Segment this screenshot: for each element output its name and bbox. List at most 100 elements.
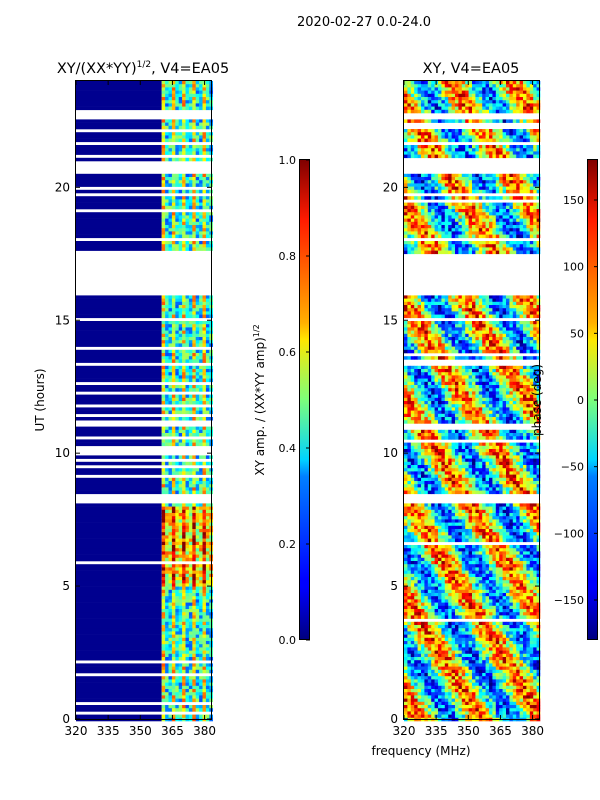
heatmap-cell — [438, 349, 442, 354]
heatmap-cell — [482, 109, 486, 114]
heatmap-cell — [495, 205, 500, 210]
heatmap-cell — [404, 148, 408, 152]
heatmap-cell — [175, 618, 180, 623]
heatmap-cell — [472, 221, 476, 226]
heatmap-cell — [444, 231, 449, 235]
heatmap-cell — [536, 87, 541, 91]
heatmap-cell — [523, 84, 527, 88]
heatmap-cell — [168, 189, 173, 194]
heatmap-cell — [199, 625, 203, 629]
heatmap-cell — [205, 100, 210, 104]
heatmap-cell — [526, 209, 531, 213]
heatmap-cell — [168, 138, 173, 143]
heatmap-cell — [185, 442, 190, 447]
heatmap-cell — [175, 426, 180, 431]
heatmap-cell — [434, 154, 439, 159]
heatmap-cell — [509, 87, 514, 91]
heatmap-cell — [185, 177, 190, 181]
heatmap-cell — [482, 145, 486, 149]
heatmap-cell — [205, 90, 210, 95]
heatmap-cell — [175, 461, 180, 466]
heatmap-cell — [182, 567, 186, 571]
heatmap-cell — [519, 298, 524, 303]
heatmap-cell — [424, 209, 429, 213]
heatmap-cell — [533, 234, 537, 239]
heatmap-cell — [519, 138, 524, 143]
heatmap-cell — [424, 119, 429, 123]
heatmap-row — [76, 330, 162, 335]
heatmap-cell — [461, 330, 466, 335]
heatmap-cell — [519, 305, 524, 309]
heatmap-cell — [195, 586, 200, 591]
heatmap-cell — [188, 225, 193, 229]
heatmap-cell — [427, 321, 432, 325]
heatmap-cell — [526, 189, 531, 194]
heatmap-cell — [195, 138, 200, 143]
heatmap-cell — [431, 330, 435, 335]
heatmap-cell — [533, 177, 537, 181]
heatmap-cell — [424, 375, 429, 379]
heatmap-cell — [168, 215, 173, 219]
heatmap-cell — [202, 385, 207, 389]
heatmap-cell — [434, 343, 439, 347]
heatmap-cell — [168, 529, 173, 533]
heatmap-cell — [185, 385, 190, 389]
heatmap-cell — [434, 356, 439, 360]
heatmap-cell — [485, 365, 490, 370]
heatmap-cell — [175, 212, 180, 216]
heatmap-cell — [171, 378, 176, 383]
heatmap-cell — [519, 372, 524, 376]
heatmap-cell — [168, 503, 173, 507]
heatmap-cell — [441, 177, 446, 181]
heatmap-cell — [410, 324, 415, 328]
heatmap-row — [76, 698, 162, 703]
heatmap-cell — [482, 106, 486, 111]
heatmap-cell — [195, 657, 200, 661]
heatmap-cell — [192, 93, 197, 98]
heatmap-row — [76, 577, 162, 581]
heatmap-cell — [171, 522, 176, 527]
heatmap-cell — [182, 333, 186, 338]
heatmap-cell — [161, 241, 166, 245]
heatmap-cell — [529, 349, 534, 354]
heatmap-cell — [168, 567, 173, 571]
heatmap-cell — [482, 100, 486, 104]
heatmap-cell — [199, 321, 203, 325]
heatmap-cell — [516, 81, 520, 85]
heatmap-cell — [185, 394, 190, 399]
heatmap-cell — [202, 657, 207, 661]
heatmap-cell — [495, 106, 500, 111]
heatmap-cell — [509, 173, 514, 178]
heatmap-cell — [509, 106, 514, 111]
heatmap-cell — [161, 481, 166, 485]
heatmap-cell — [458, 103, 463, 107]
heatmap-cell — [506, 356, 510, 360]
heatmap-cell — [509, 298, 514, 303]
heatmap-cell — [407, 215, 412, 219]
heatmap-cell — [414, 148, 418, 152]
heatmap-cell — [161, 522, 166, 527]
heatmap-cell — [438, 234, 442, 239]
heatmap-cell — [171, 535, 176, 539]
heatmap-cell — [171, 644, 176, 648]
heatmap-cell — [199, 570, 203, 575]
heatmap-cell — [485, 132, 490, 136]
heatmap-cell — [414, 106, 418, 111]
heatmap-cell — [499, 218, 503, 223]
heatmap-cell — [404, 173, 408, 178]
heatmap-cell — [168, 519, 173, 523]
heatmap-cell — [495, 148, 500, 152]
heatmap-cell — [468, 196, 473, 200]
heatmap-cell — [438, 372, 442, 376]
heatmap-cell — [202, 199, 207, 203]
heatmap-cell — [519, 301, 524, 306]
heatmap-cell — [472, 298, 476, 303]
heatmap-cell — [519, 241, 524, 245]
heatmap-cell — [506, 234, 510, 239]
heatmap-cell — [178, 375, 183, 379]
heatmap-cell — [199, 353, 203, 357]
heatmap-cell — [509, 218, 514, 223]
heatmap-cell — [407, 333, 412, 338]
heatmap-cell — [448, 343, 452, 347]
